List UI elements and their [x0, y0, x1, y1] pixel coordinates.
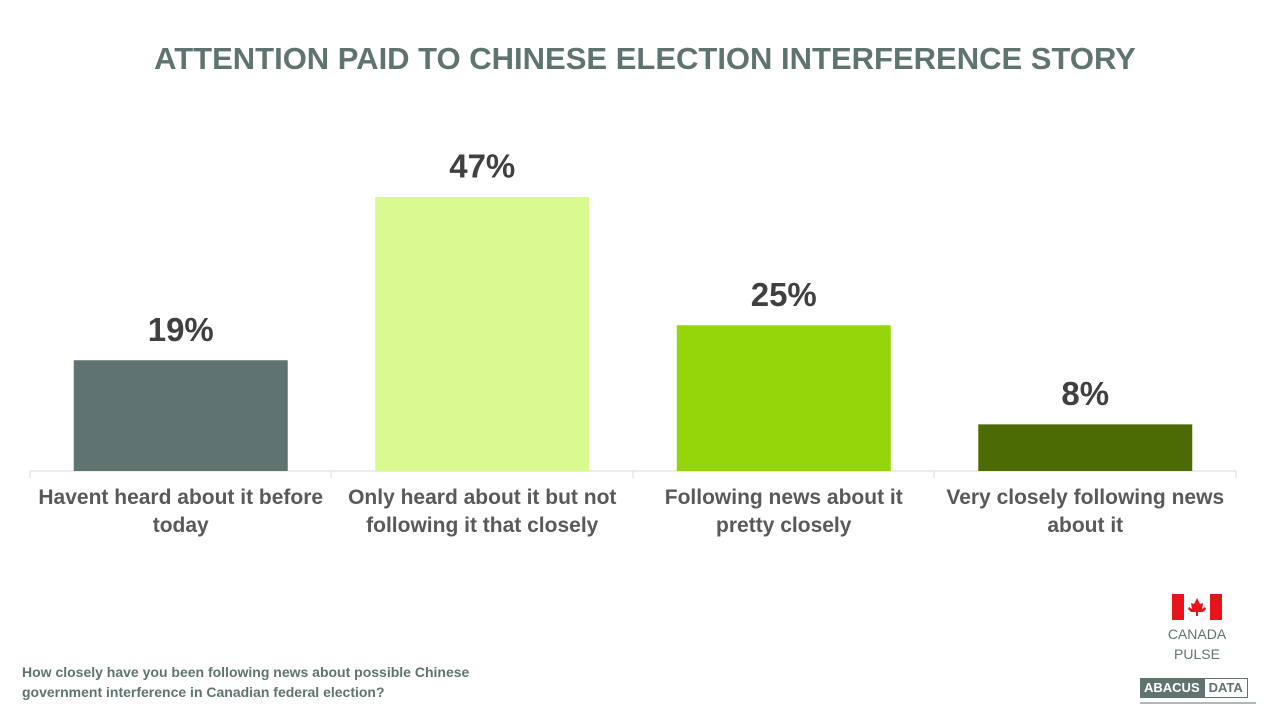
logo-right: DATA [1203, 678, 1248, 698]
value-label: 8% [1061, 375, 1109, 412]
category-label: Following news about it pretty closely [664, 486, 903, 537]
badge-text: CANADA [1167, 626, 1227, 642]
bar [375, 197, 590, 471]
chart-title: ATTENTION PAID TO CHINESE ELECTION INTER… [154, 41, 1136, 76]
value-label: 19% [148, 311, 214, 348]
bar [978, 424, 1193, 471]
bar [73, 360, 288, 471]
footnote: How closely have you been following news… [22, 664, 470, 700]
category-label: Havent heard about it before today [38, 486, 324, 537]
maple-leaf [1188, 598, 1206, 616]
category-label: Only heard about it but not following it… [348, 486, 617, 537]
flag-band [1210, 594, 1222, 620]
badge-text: PULSE [1174, 646, 1220, 662]
logo-left: ABACUS [1140, 678, 1204, 698]
logo: ABACUS DATA [1140, 678, 1248, 698]
value-label: 25% [751, 276, 817, 313]
category-label: Very closely following news about it [946, 486, 1225, 537]
value-label: 47% [449, 148, 515, 185]
bar [676, 325, 891, 471]
flag-band [1172, 594, 1184, 620]
category-dividers [29, 471, 1237, 478]
